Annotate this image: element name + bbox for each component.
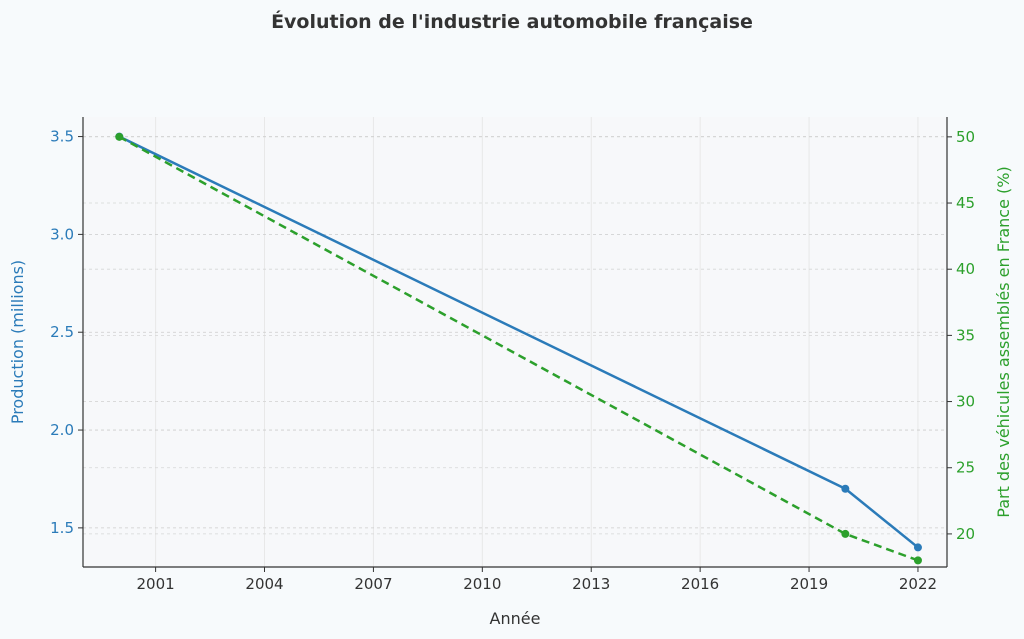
x-tick-label: 2001 [137,575,175,593]
grid-lines [83,117,947,567]
y-axis-left-title: Production (millions) [8,260,27,424]
series-line-2 [118,135,919,562]
y-right-tick-label: 25 [956,459,975,477]
y-right-tick-label: 50 [956,128,975,146]
x-tick-label: 2010 [463,575,501,593]
x-tick-label: 2004 [245,575,283,593]
y-right-tick-label: 45 [956,194,975,212]
series-layer [115,132,922,565]
y-right-tick-label: 40 [956,260,975,278]
x-tick-label: 2019 [790,575,828,593]
y-left-tick-label: 3.0 [50,225,74,243]
chart-title: Évolution de l'industrie automobile fran… [271,10,753,33]
y-right-tick-label: 30 [956,393,975,411]
series-2-point [913,556,922,565]
y-left-tick-label: 2.5 [50,323,74,341]
x-tick-label: 2013 [572,575,610,593]
y-right-tick-label: 20 [956,525,975,543]
y-axis-right-title: Part des véhicules assemblés en France (… [994,166,1013,517]
series-2-point [841,529,850,538]
y-left-tick-label: 2.0 [50,421,74,439]
axes: 2001 2004 2007 2010 2013 2016 2019 2022 1.5 2.0 2.… [50,117,975,593]
y-left-tick-label: 1.5 [50,519,74,537]
x-tick-label: 2016 [681,575,719,593]
series-2-point [115,132,124,141]
plot-area [83,117,947,567]
x-tick-label: 2022 [899,575,937,593]
x-axis-title: Année [490,609,541,628]
series-1-point [841,484,850,493]
x-tick-label: 2007 [354,575,392,593]
y-left-tick-label: 3.5 [50,128,74,146]
series-1-point [913,543,922,552]
y-right-tick-label: 35 [956,326,975,344]
